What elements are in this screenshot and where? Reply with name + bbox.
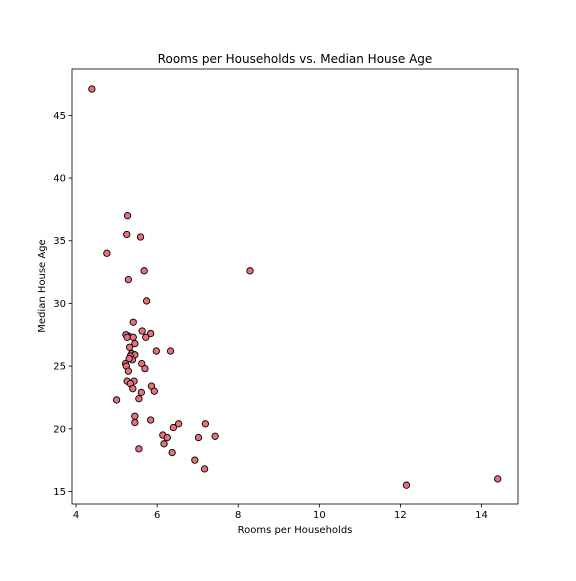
data-point (139, 328, 145, 334)
data-point (132, 419, 138, 425)
data-point (170, 424, 176, 430)
y-tick-label: 45 (53, 111, 66, 122)
data-point (192, 457, 198, 463)
data-point (495, 476, 501, 482)
data-point (125, 368, 131, 374)
data-point (124, 212, 130, 218)
data-point (202, 421, 208, 427)
y-axis-label: Median House Age (37, 239, 48, 332)
data-point (195, 434, 201, 440)
data-point (126, 344, 132, 350)
data-point (124, 231, 130, 237)
data-point (247, 268, 253, 274)
data-point (130, 385, 136, 391)
data-point (153, 348, 159, 354)
data-point (212, 433, 218, 439)
data-point (169, 449, 175, 455)
data-point (138, 389, 144, 395)
data-point (113, 397, 119, 403)
data-point (136, 395, 142, 401)
y-tick-label: 30 (53, 299, 66, 310)
data-point (147, 417, 153, 423)
data-point (89, 86, 95, 92)
data-point (141, 268, 147, 274)
x-tick-label: 10 (313, 510, 326, 521)
x-axis-label: Rooms per Households (238, 525, 353, 536)
x-tick-label: 6 (154, 510, 160, 521)
x-tick-label: 4 (73, 510, 79, 521)
chart-title: Rooms per Households vs. Median House Ag… (158, 52, 433, 66)
data-point (161, 441, 167, 447)
x-tick-label: 12 (394, 510, 407, 521)
data-point (124, 334, 130, 340)
data-point (143, 334, 149, 340)
data-point (125, 276, 131, 282)
data-point (142, 365, 148, 371)
y-tick-label: 35 (53, 236, 66, 247)
y-tick-label: 40 (53, 174, 66, 185)
y-tick-label: 20 (53, 424, 66, 435)
data-point (130, 319, 136, 325)
y-tick-label: 15 (53, 487, 66, 498)
x-tick-label: 8 (235, 510, 241, 521)
y-tick-label: 25 (53, 362, 66, 373)
data-point (201, 466, 207, 472)
data-point (164, 434, 170, 440)
x-tick-label: 14 (475, 510, 488, 521)
data-point (167, 348, 173, 354)
data-point (136, 446, 142, 452)
data-point (132, 413, 138, 419)
data-point (403, 482, 409, 488)
data-point (151, 388, 157, 394)
data-point (130, 334, 136, 340)
data-point (104, 250, 110, 256)
data-point (137, 234, 143, 240)
data-point (143, 298, 149, 304)
